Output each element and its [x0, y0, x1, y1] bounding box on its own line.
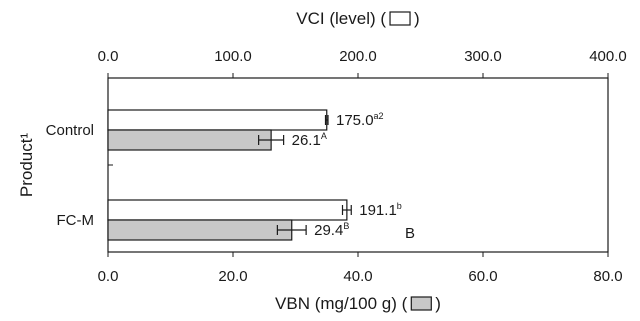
- data-label: 175.0a2: [336, 111, 384, 129]
- data-label: 191.1b: [359, 201, 402, 219]
- top-axis-tick-label: 0.0: [98, 48, 119, 65]
- top-axis-tick-label: 400.0: [589, 48, 627, 65]
- top-axis-title-legend-swatch: [389, 11, 411, 26]
- bottom-axis-tick-label: 80.0: [593, 268, 622, 285]
- vci-bar: [107, 109, 328, 131]
- bottom-axis-tick-label: 60.0: [468, 268, 497, 285]
- top-axis-tick-label: 200.0: [339, 48, 377, 65]
- category-label: FC-M: [57, 212, 95, 229]
- top-axis-title-text-end: ): [414, 9, 420, 28]
- bottom-axis-title-text-end: ): [435, 294, 441, 313]
- bottom-axis-tick-label: 20.0: [218, 268, 247, 285]
- top-axis-title-text: VCI (level) (: [296, 9, 386, 28]
- bottom-axis-tick-label: 40.0: [343, 268, 372, 285]
- vbn-bar: [107, 219, 293, 241]
- top-axis-title: VCI (level) (): [296, 9, 419, 28]
- category-label: Control: [46, 122, 94, 139]
- data-label: 29.4B: [314, 221, 349, 239]
- bottom-axis-title-legend-swatch: [410, 296, 432, 311]
- y-axis-title: Product¹: [17, 133, 36, 198]
- top-axis-tick-label: 100.0: [214, 48, 252, 65]
- bottom-axis-tick-label: 0.0: [98, 268, 119, 285]
- plot-area: 0.0 100.0 200.0 300.0 400.0 0.0 20.0 40.0 60.0 80…: [17, 9, 627, 313]
- bottom-axis-title: VBN (mg/100 g) (): [275, 294, 441, 313]
- bottom-axis-title-text: VBN (mg/100 g) (: [275, 294, 408, 313]
- annotation-label: B: [405, 225, 415, 242]
- vbn-bar: [107, 129, 272, 151]
- data-label: 26.1A: [292, 131, 327, 149]
- top-axis-tick-label: 300.0: [464, 48, 502, 65]
- vci-bar: [107, 199, 348, 221]
